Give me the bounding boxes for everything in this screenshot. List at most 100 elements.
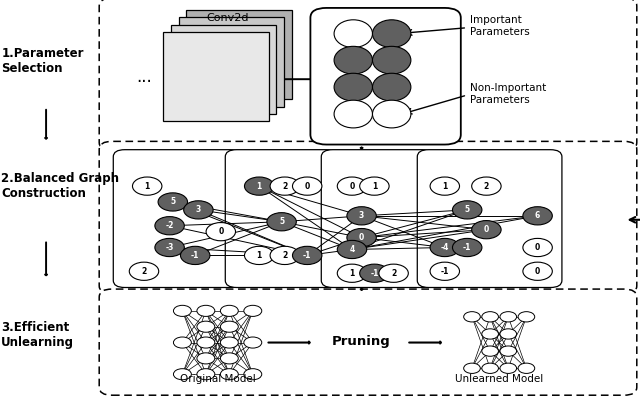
Ellipse shape xyxy=(334,46,372,74)
Ellipse shape xyxy=(334,100,372,128)
Circle shape xyxy=(292,246,322,265)
Circle shape xyxy=(197,353,215,364)
Circle shape xyxy=(523,207,552,225)
Circle shape xyxy=(267,213,296,231)
Text: 2: 2 xyxy=(484,182,489,190)
Circle shape xyxy=(452,201,482,219)
Text: Original Model: Original Model xyxy=(180,374,255,384)
Circle shape xyxy=(472,177,501,195)
Ellipse shape xyxy=(372,100,411,128)
Circle shape xyxy=(500,363,516,373)
Text: 0: 0 xyxy=(535,267,540,276)
FancyBboxPatch shape xyxy=(310,8,461,145)
Text: 3.Efficient
Unlearning: 3.Efficient Unlearning xyxy=(1,321,74,348)
FancyBboxPatch shape xyxy=(99,141,637,294)
Ellipse shape xyxy=(372,46,411,74)
Circle shape xyxy=(158,193,188,211)
FancyBboxPatch shape xyxy=(113,150,242,287)
Text: 2: 2 xyxy=(282,251,287,260)
Text: 5: 5 xyxy=(279,217,284,226)
Circle shape xyxy=(197,337,215,348)
Circle shape xyxy=(337,240,367,259)
Ellipse shape xyxy=(372,20,411,48)
Text: Important
Parameters: Important Parameters xyxy=(470,15,530,36)
Circle shape xyxy=(197,305,215,316)
Circle shape xyxy=(244,305,262,316)
Circle shape xyxy=(132,177,162,195)
Text: 4: 4 xyxy=(349,245,355,254)
Circle shape xyxy=(270,177,300,195)
Circle shape xyxy=(430,177,460,195)
Circle shape xyxy=(482,363,499,373)
FancyBboxPatch shape xyxy=(163,32,269,121)
Circle shape xyxy=(173,337,191,348)
FancyBboxPatch shape xyxy=(225,150,338,287)
Ellipse shape xyxy=(334,73,372,101)
Circle shape xyxy=(472,221,501,239)
Text: 2: 2 xyxy=(282,182,287,190)
FancyBboxPatch shape xyxy=(321,150,434,287)
Circle shape xyxy=(523,262,552,280)
Text: 1.Parameter
Selection: 1.Parameter Selection xyxy=(1,48,84,75)
Text: -4: -4 xyxy=(440,243,449,252)
Text: Pruning: Pruning xyxy=(332,335,391,348)
Text: -1: -1 xyxy=(463,243,472,252)
Text: -1: -1 xyxy=(191,251,200,260)
Text: 0: 0 xyxy=(484,225,489,234)
Text: Non-Important
Parameters: Non-Important Parameters xyxy=(470,84,547,105)
Circle shape xyxy=(220,353,238,364)
Circle shape xyxy=(500,329,516,339)
Circle shape xyxy=(518,312,535,322)
Circle shape xyxy=(220,305,238,316)
Circle shape xyxy=(292,177,322,195)
Text: 0: 0 xyxy=(305,182,310,190)
Circle shape xyxy=(220,369,238,380)
Circle shape xyxy=(155,238,184,257)
Text: 5: 5 xyxy=(465,206,470,214)
Circle shape xyxy=(337,264,367,282)
Circle shape xyxy=(347,207,376,225)
Text: 1: 1 xyxy=(349,269,355,278)
Circle shape xyxy=(197,321,215,332)
Text: 1: 1 xyxy=(257,251,262,260)
Text: 2: 2 xyxy=(141,267,147,276)
Circle shape xyxy=(500,312,516,322)
Circle shape xyxy=(206,223,236,241)
Circle shape xyxy=(220,321,238,332)
Circle shape xyxy=(518,363,535,373)
Circle shape xyxy=(430,262,460,280)
Text: Unlearned Model: Unlearned Model xyxy=(455,374,543,384)
Circle shape xyxy=(155,217,184,235)
Circle shape xyxy=(347,228,376,247)
Text: 2: 2 xyxy=(391,269,396,278)
Circle shape xyxy=(523,238,552,257)
Text: 0: 0 xyxy=(349,182,355,190)
FancyBboxPatch shape xyxy=(99,289,637,395)
Circle shape xyxy=(129,262,159,280)
Text: 1: 1 xyxy=(372,182,377,190)
Circle shape xyxy=(173,369,191,380)
Circle shape xyxy=(379,264,408,282)
Text: 3: 3 xyxy=(359,211,364,220)
Text: -1: -1 xyxy=(370,269,379,278)
Text: ...: ... xyxy=(136,68,152,86)
Text: 1: 1 xyxy=(257,182,262,190)
Text: 5: 5 xyxy=(170,198,175,206)
Circle shape xyxy=(244,246,274,265)
Circle shape xyxy=(244,369,262,380)
Text: 3: 3 xyxy=(196,206,201,214)
Text: 2.Balanced Graph
Construction: 2.Balanced Graph Construction xyxy=(1,172,119,200)
Text: 6: 6 xyxy=(535,211,540,220)
Text: -1: -1 xyxy=(303,251,312,260)
Text: -2: -2 xyxy=(165,221,174,230)
Circle shape xyxy=(220,337,238,348)
Circle shape xyxy=(452,238,482,257)
Text: -1: -1 xyxy=(440,267,449,276)
Circle shape xyxy=(500,346,516,356)
Circle shape xyxy=(244,177,274,195)
Text: Conv2d: Conv2d xyxy=(206,13,248,23)
Circle shape xyxy=(430,238,460,257)
Text: 0: 0 xyxy=(359,233,364,242)
Circle shape xyxy=(360,264,389,282)
Circle shape xyxy=(337,177,367,195)
